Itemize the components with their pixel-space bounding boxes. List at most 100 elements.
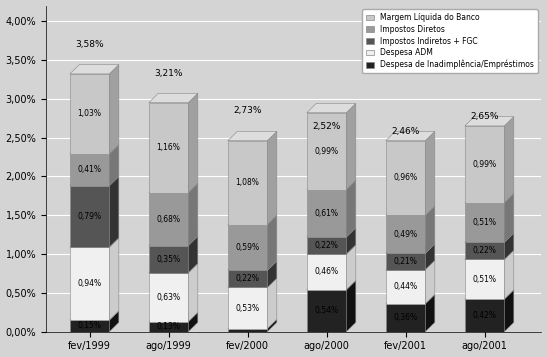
Polygon shape [70, 311, 119, 320]
Polygon shape [267, 261, 277, 287]
Polygon shape [149, 236, 198, 246]
Polygon shape [307, 290, 346, 332]
Text: 3,58%: 3,58% [75, 40, 104, 49]
Polygon shape [386, 141, 426, 215]
Text: 1,08%: 1,08% [236, 178, 259, 187]
Text: 0,42%: 0,42% [473, 311, 497, 320]
Text: 0,13%: 0,13% [156, 322, 181, 331]
Polygon shape [70, 145, 119, 154]
Text: 0,59%: 0,59% [236, 243, 260, 252]
Text: 0,36%: 0,36% [393, 313, 418, 322]
Polygon shape [149, 246, 188, 273]
Polygon shape [426, 295, 435, 332]
Polygon shape [386, 206, 435, 215]
Polygon shape [109, 65, 119, 154]
Text: 2,46%: 2,46% [392, 127, 420, 136]
Polygon shape [307, 104, 356, 113]
Text: 0,15%: 0,15% [78, 321, 102, 330]
Polygon shape [70, 74, 109, 154]
Legend: Margem Líquida do Banco, Impostos Diretos, Impostos Indiretos + FGC, Despesa ADM: Margem Líquida do Banco, Impostos Direto… [362, 9, 538, 73]
Polygon shape [386, 253, 426, 270]
Text: 0,41%: 0,41% [78, 165, 102, 174]
Polygon shape [70, 176, 119, 186]
Text: 1,16%: 1,16% [156, 143, 181, 152]
Polygon shape [109, 176, 119, 247]
Text: 0,54%: 0,54% [315, 306, 339, 315]
Polygon shape [70, 186, 109, 247]
Polygon shape [307, 281, 356, 290]
Polygon shape [307, 254, 346, 290]
Polygon shape [70, 65, 119, 74]
Text: 0,51%: 0,51% [473, 218, 497, 227]
Text: 0,22%: 0,22% [315, 241, 339, 250]
Text: 0,68%: 0,68% [156, 215, 181, 223]
Polygon shape [504, 193, 514, 242]
Polygon shape [188, 93, 198, 193]
Polygon shape [70, 320, 109, 332]
Polygon shape [504, 250, 514, 299]
Polygon shape [267, 131, 277, 225]
Text: 0,46%: 0,46% [315, 267, 339, 276]
Text: 1,03%: 1,03% [78, 109, 102, 119]
Polygon shape [307, 228, 356, 237]
Polygon shape [465, 299, 504, 332]
Polygon shape [149, 322, 188, 332]
Polygon shape [307, 245, 356, 254]
Polygon shape [228, 328, 267, 332]
Polygon shape [504, 233, 514, 260]
Polygon shape [188, 312, 198, 332]
Text: 0,22%: 0,22% [473, 246, 497, 256]
Polygon shape [504, 290, 514, 332]
Polygon shape [386, 215, 426, 253]
Polygon shape [228, 141, 267, 225]
Polygon shape [188, 183, 198, 246]
Polygon shape [465, 203, 504, 242]
Polygon shape [149, 102, 188, 193]
Polygon shape [465, 290, 514, 299]
Polygon shape [228, 319, 277, 328]
Polygon shape [465, 250, 514, 260]
Polygon shape [307, 113, 346, 190]
Polygon shape [346, 180, 356, 237]
Polygon shape [149, 183, 198, 193]
Polygon shape [386, 131, 435, 141]
Polygon shape [109, 311, 119, 332]
Text: 0,79%: 0,79% [78, 212, 102, 221]
Text: 0,61%: 0,61% [315, 209, 339, 218]
Polygon shape [346, 104, 356, 190]
Polygon shape [346, 281, 356, 332]
Polygon shape [346, 228, 356, 254]
Polygon shape [70, 247, 109, 320]
Polygon shape [267, 215, 277, 270]
Text: 0,63%: 0,63% [156, 293, 181, 302]
Text: 0,99%: 0,99% [315, 147, 339, 156]
Text: 2,52%: 2,52% [312, 122, 341, 131]
Polygon shape [228, 287, 267, 328]
Polygon shape [426, 206, 435, 253]
Text: 2,65%: 2,65% [470, 112, 499, 121]
Polygon shape [267, 319, 277, 332]
Text: 0,94%: 0,94% [78, 279, 102, 288]
Polygon shape [228, 261, 277, 270]
Polygon shape [70, 154, 109, 186]
Polygon shape [465, 260, 504, 299]
Polygon shape [149, 263, 198, 273]
Polygon shape [188, 236, 198, 273]
Polygon shape [307, 237, 346, 254]
Text: 0,44%: 0,44% [393, 282, 418, 291]
Polygon shape [386, 260, 435, 270]
Polygon shape [149, 312, 198, 322]
Polygon shape [70, 238, 119, 247]
Polygon shape [426, 260, 435, 304]
Polygon shape [426, 244, 435, 270]
Polygon shape [386, 244, 435, 253]
Polygon shape [307, 190, 346, 237]
Polygon shape [465, 242, 504, 260]
Polygon shape [228, 278, 277, 287]
Polygon shape [228, 225, 267, 270]
Polygon shape [465, 126, 504, 203]
Text: 2,73%: 2,73% [234, 106, 262, 115]
Polygon shape [149, 93, 198, 102]
Polygon shape [149, 193, 188, 246]
Polygon shape [307, 180, 356, 190]
